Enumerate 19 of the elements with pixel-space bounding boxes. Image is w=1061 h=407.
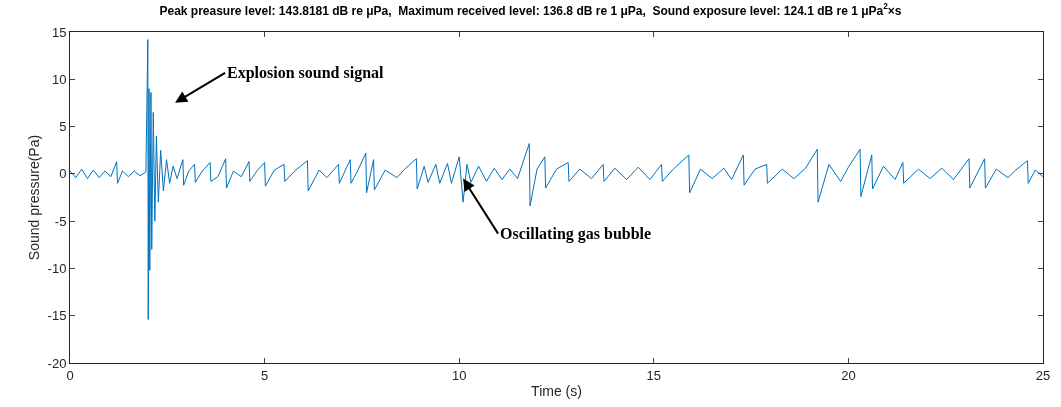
y-tick-label: -15	[47, 308, 67, 324]
y-tick-label: 5	[59, 119, 67, 135]
x-tick-label: 5	[260, 367, 269, 383]
y-axis-title: Sound pressure(Pa)	[26, 134, 43, 261]
y-tick-label: 10	[51, 71, 67, 87]
annotation: Oscillating gas bubble	[500, 225, 652, 243]
y-tick-label: -20	[47, 355, 67, 371]
chart-title: Peak preasure level: 143.8181 dB re μPa, Maximum received level: 136.8 dB re 1 μPa, Sound exposure level: 124.1 dB re 1 μPa$^{2}$×s	[159, 1, 902, 18]
x-tick-label: 25	[1035, 367, 1051, 383]
y-tick-label: 15	[51, 24, 67, 40]
y-tick-label: -10	[47, 260, 67, 276]
x-tick-label: 20	[841, 367, 856, 383]
y-tick-label: -5	[54, 213, 67, 229]
line-series	[70, 39, 1043, 320]
x-axis-title: Time (s)	[531, 382, 582, 399]
x-tick-label: 15	[646, 367, 662, 383]
annotation: Explosion sound signal	[227, 64, 385, 82]
y-tick-label: 0	[59, 166, 67, 182]
x-tick-label: 10	[451, 367, 467, 383]
